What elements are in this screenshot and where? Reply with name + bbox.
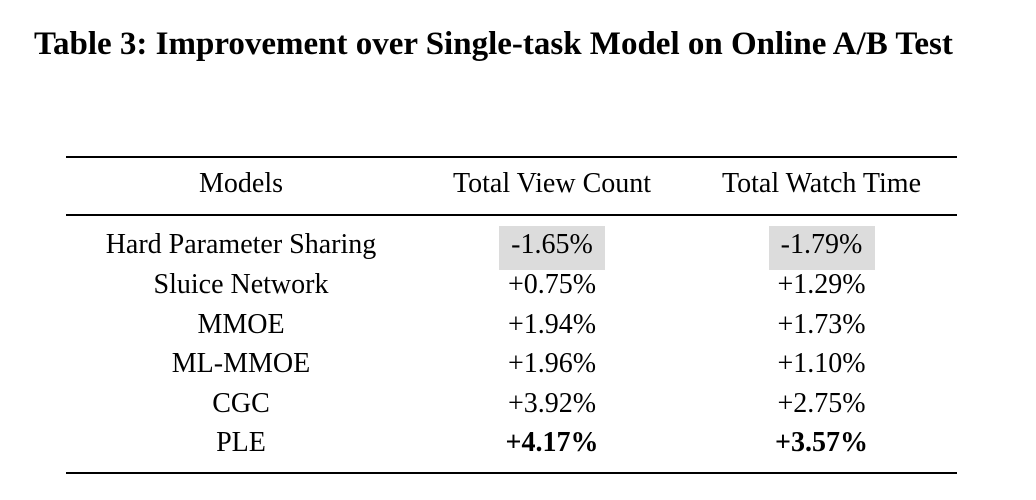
highlight-cell-watch <box>769 226 875 270</box>
table-header-rule <box>66 214 957 216</box>
header-total-view-count: Total View Count <box>452 168 652 199</box>
row-model-name: CGC <box>212 388 270 419</box>
row-view-count: +1.94% <box>507 309 597 340</box>
row-view-count: +1.96% <box>507 348 597 379</box>
row-watch-time-best: +3.57% <box>775 427 868 458</box>
row-model-name: Hard Parameter Sharing <box>105 229 377 260</box>
row-view-count-best: +4.17% <box>505 427 599 458</box>
row-model-name: MMOE <box>197 309 285 340</box>
row-watch-time: +1.73% <box>777 309 866 340</box>
row-watch-time: -1.79% <box>780 229 863 260</box>
row-view-count: +3.92% <box>507 388 597 419</box>
table-bottom-rule <box>66 472 957 474</box>
table-top-rule <box>66 156 957 158</box>
row-watch-time: +1.29% <box>777 269 866 300</box>
row-model-name: Sluice Network <box>153 269 329 300</box>
row-watch-time: +2.75% <box>777 388 866 419</box>
row-view-count: -1.65% <box>511 229 593 260</box>
header-total-watch-time: Total Watch Time <box>721 168 922 199</box>
header-models: Models <box>199 168 283 199</box>
row-view-count: +0.75% <box>507 269 597 300</box>
row-watch-time: +1.10% <box>777 348 866 379</box>
row-model-name: ML-MMOE <box>171 348 311 379</box>
row-model-name: PLE <box>216 427 266 458</box>
highlight-cell-view <box>499 226 605 270</box>
table-caption: Table 3: Improvement over Single-task Mo… <box>34 26 953 62</box>
